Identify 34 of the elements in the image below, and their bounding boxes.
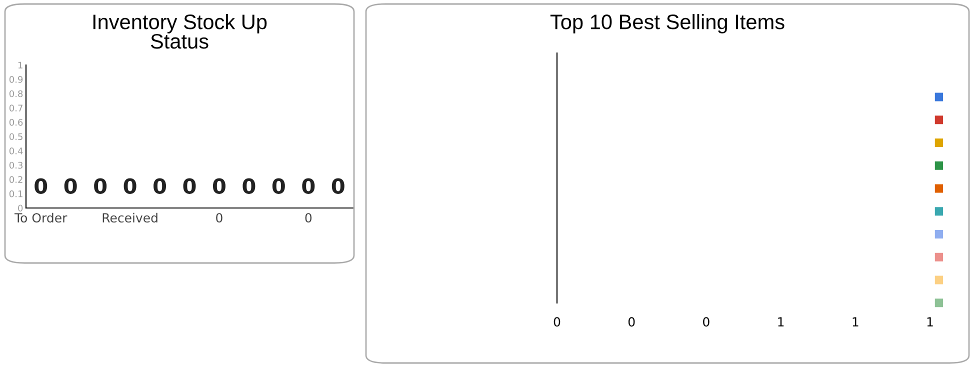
- x-tick-label: 0: [703, 317, 710, 327]
- y-tick-label: 0.9: [9, 76, 23, 83]
- y-tick-label: 0.5: [9, 133, 22, 140]
- data-label: 0: [302, 178, 315, 194]
- x-tick-label: 1: [852, 317, 858, 326]
- y-tick-label: 0.4: [9, 148, 23, 154]
- x-tick-label: 0: [554, 317, 560, 327]
- y-tick-label: 1: [18, 62, 22, 68]
- y-tick-label: 0.3: [9, 162, 22, 169]
- data-label: 0: [124, 178, 136, 194]
- data-label: 0: [272, 178, 285, 194]
- chart-title: Inventory Stock Up Status: [93, 14, 267, 49]
- data-label: 0: [34, 178, 48, 194]
- data-label: 0: [242, 178, 256, 194]
- x-tick-label: Received: [102, 212, 158, 223]
- y-tick-label: 0.8: [9, 90, 23, 98]
- x-tick-label: To Order: [14, 212, 68, 223]
- x-tick-label: 1: [927, 317, 933, 326]
- x-tick-label: 0: [216, 213, 222, 223]
- y-tick-label: 0.1: [9, 190, 22, 198]
- data-label: 0: [183, 178, 196, 194]
- y-tick-label: 0.7: [9, 104, 22, 112]
- y-tick-label: 0.6: [9, 118, 23, 126]
- chart-title: Top 10 Best Selling Items: [550, 14, 784, 34]
- x-tick-label: 0: [628, 317, 635, 327]
- data-label: 0: [94, 178, 107, 194]
- y-tick-label: 0: [18, 204, 23, 212]
- x-tick-label: 0: [305, 213, 312, 223]
- data-label: 0: [64, 178, 77, 194]
- data-label: 0: [332, 178, 344, 194]
- x-tick-label: 1: [778, 317, 784, 326]
- y-tick-label: 0.2: [9, 176, 22, 183]
- data-label: 0: [154, 178, 166, 194]
- data-label: 0: [212, 178, 226, 194]
